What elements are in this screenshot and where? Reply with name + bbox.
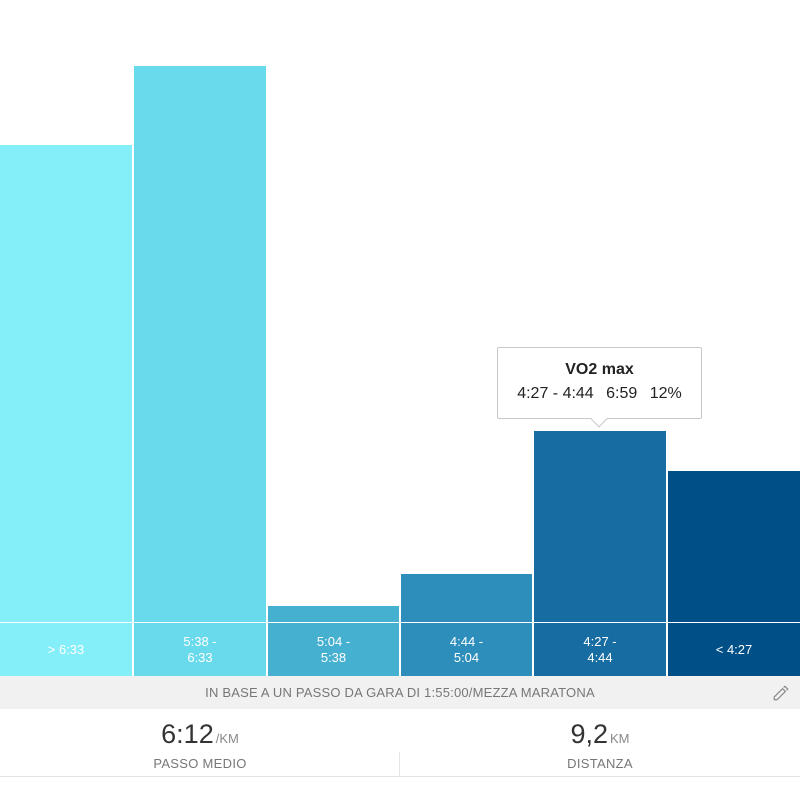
stat-distance: 9,2 KM DISTANZA [400,709,800,771]
category-label[interactable]: 5:38 - 6:33 [134,623,266,676]
stat-distance-value-row: 9,2 KM [400,719,800,750]
pencil-icon[interactable] [772,684,790,702]
pace-label: PASSO MEDIO [153,756,247,771]
race-pace-basis[interactable]: IN BASE A UN PASSO DA GARA DI 1:55:00/ME… [0,676,800,709]
pace-unit: /KM [215,731,239,746]
distance-value: 9,2 [570,719,609,749]
chart-bar[interactable] [668,471,800,622]
category-label[interactable]: > 6:33 [0,623,132,676]
tooltip-time: 6:59 [606,385,638,402]
tooltip-details: 4:27 - 4:44 6:59 12% [498,385,701,403]
category-label[interactable]: < 4:27 [668,623,800,676]
stat-pace-value-row: 6:12/KM [0,719,400,750]
tooltip-range: 4:27 - 4:44 [517,385,594,402]
category-label[interactable]: 5:04 - 5:38 [268,623,399,676]
run-stats: 6:12/KM PASSO MEDIO 9,2 KM DISTANZA [0,709,800,789]
chart-baseline [0,622,800,623]
chart-bar[interactable] [401,574,532,622]
pace-zones-chart: > 6:33 5:38 - 6:33 5:04 - 5:38 4:44 - 5:04 4… [0,66,800,676]
category-label[interactable]: 4:44 - 5:04 [401,623,532,676]
chart-bar[interactable] [0,145,132,622]
zone-tooltip: VO2 max 4:27 - 4:44 6:59 12% [497,347,702,419]
chart-bar[interactable] [268,606,399,622]
tooltip-title: VO2 max [565,361,634,378]
distance-label: DISTANZA [567,756,633,771]
pace-value: 6:12 [161,719,214,749]
category-label[interactable]: 4:27 - 4:44 [534,623,666,676]
chart-bar[interactable] [534,431,666,622]
distance-unit: KM [610,731,630,746]
stats-divider [399,752,400,777]
tooltip-percent: 12% [649,385,682,402]
stat-pace: 6:12/KM PASSO MEDIO [0,709,400,771]
bottom-separator [0,776,800,777]
chart-bar[interactable] [134,66,266,622]
